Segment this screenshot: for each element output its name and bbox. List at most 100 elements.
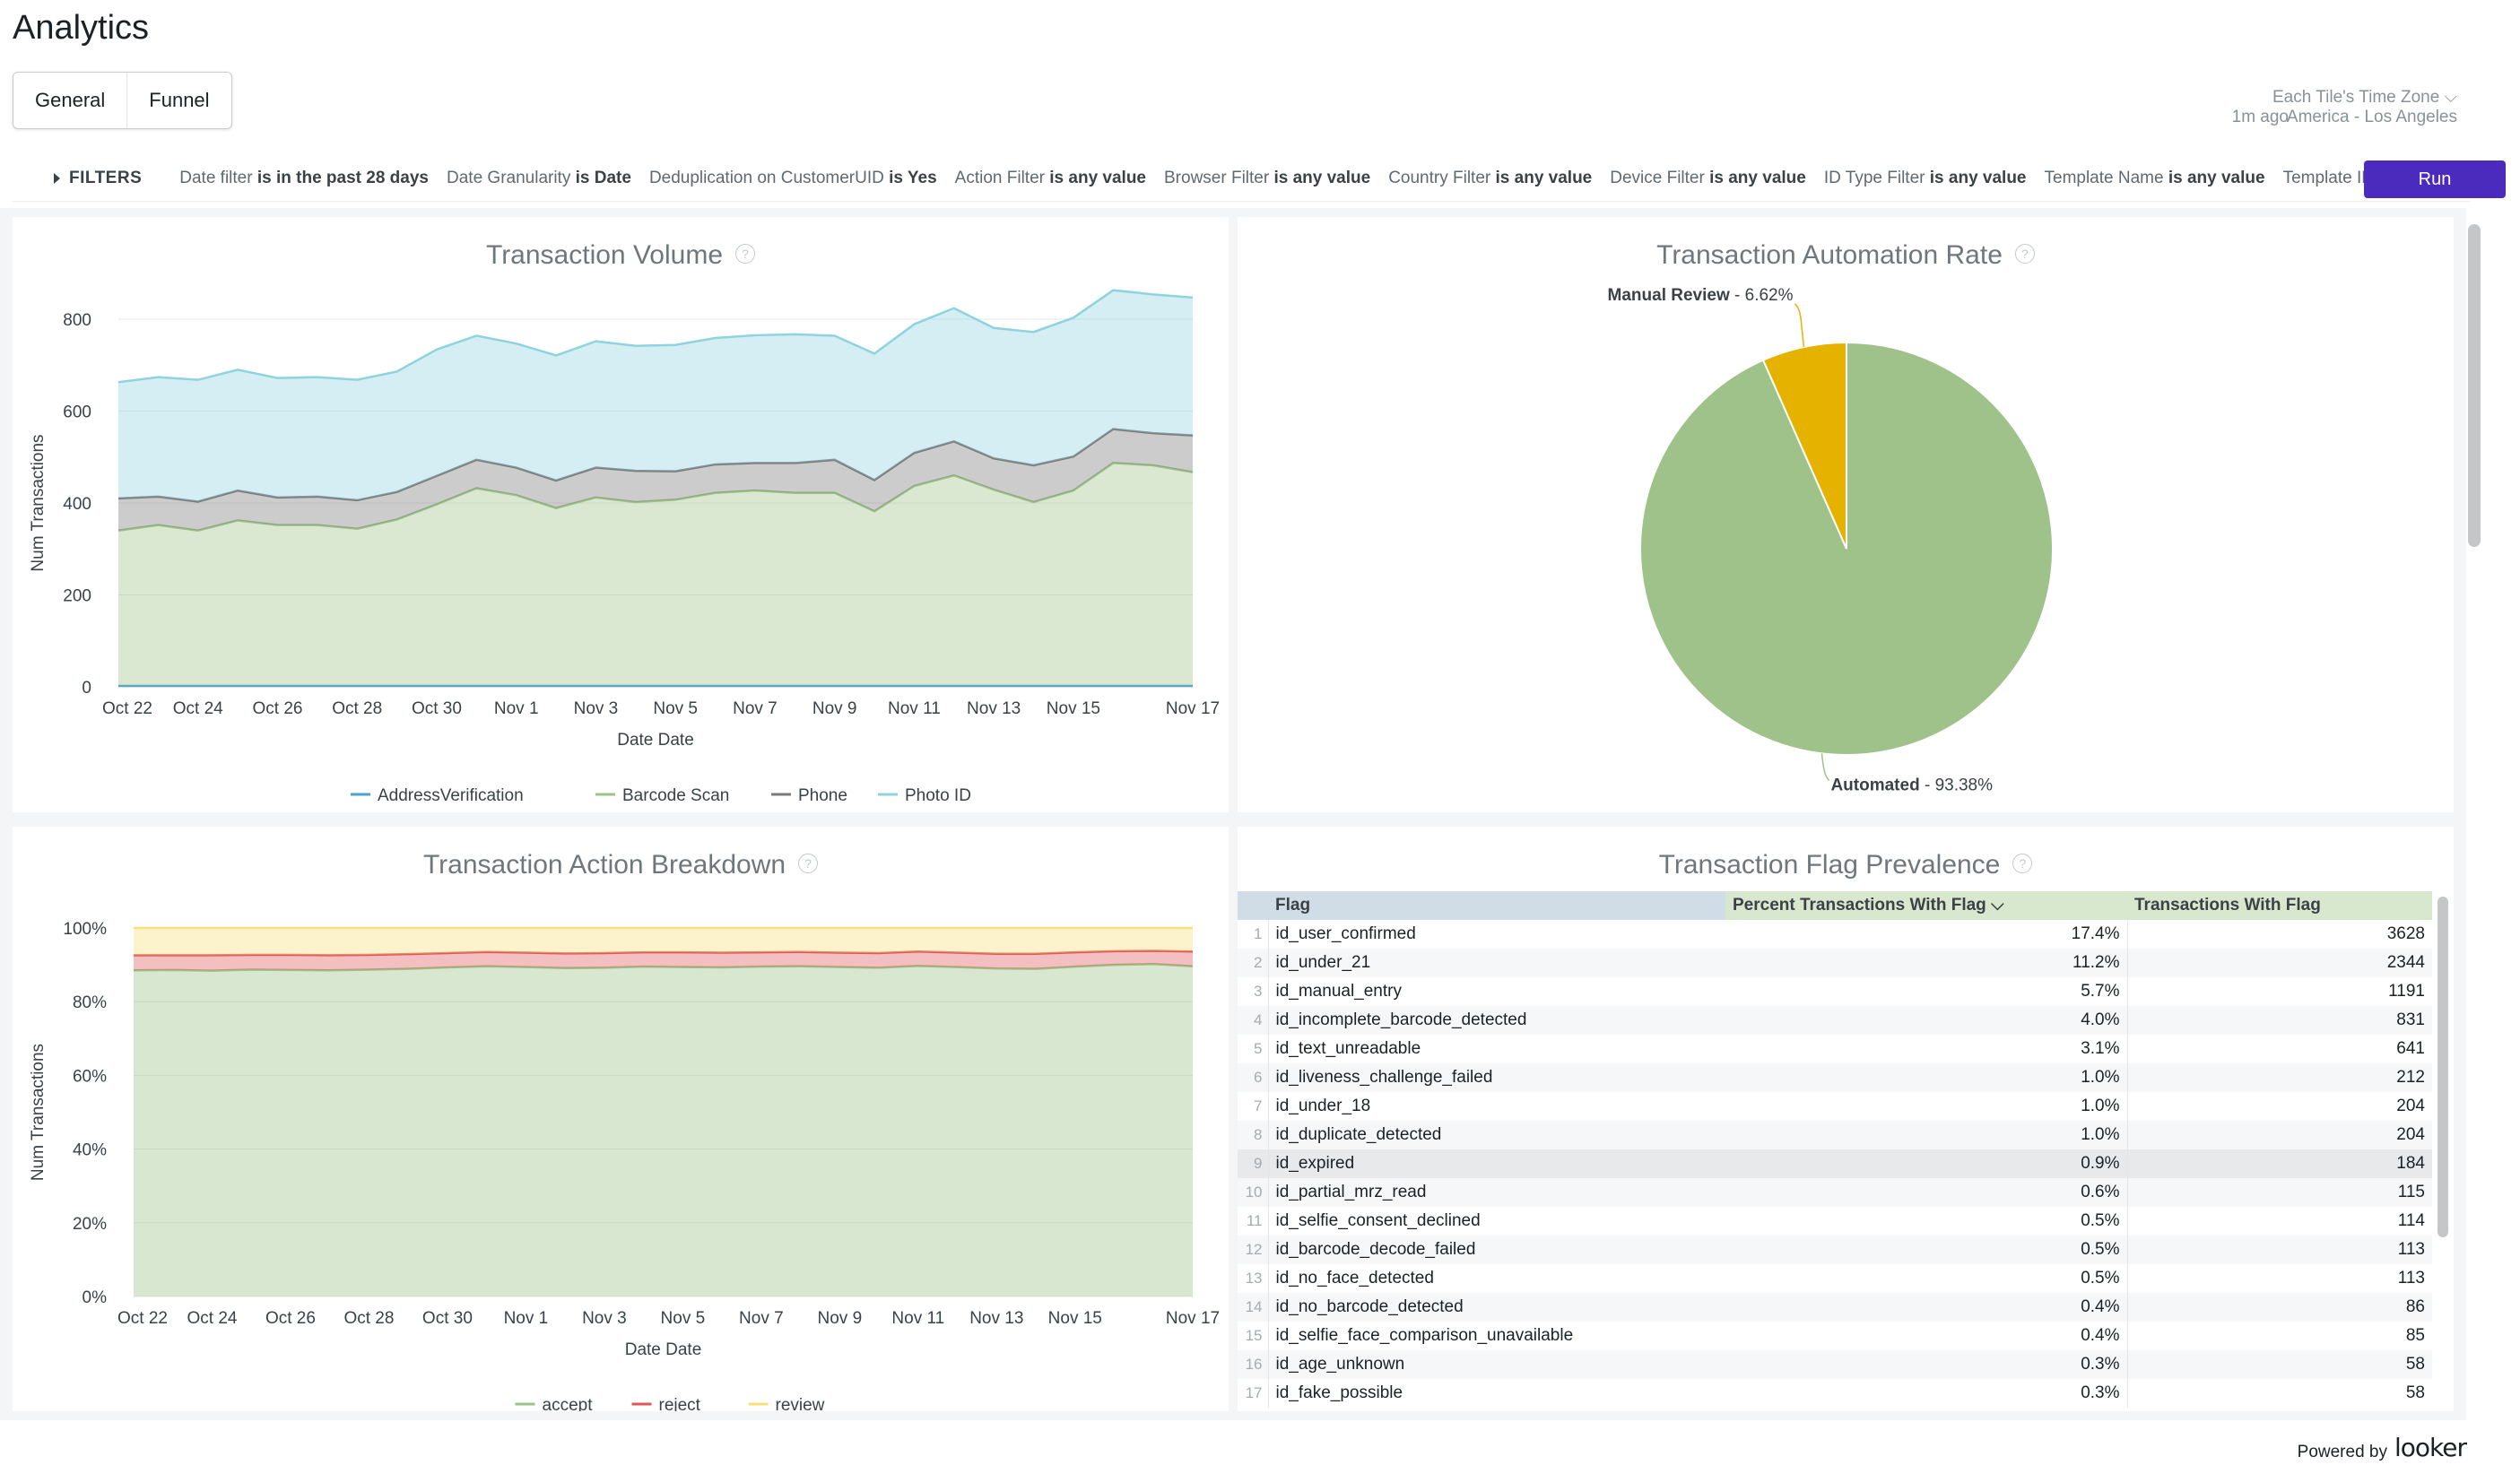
automation-rate-pie: Manual Review - 6.62% Automated - 93.38% — [1608, 286, 2054, 794]
percent-cell: 4.0% — [1725, 1006, 2128, 1035]
filter-item[interactable]: Date filter is in the past 28 days — [179, 169, 429, 188]
filter-items: Date filter is in the past 28 days Date G… — [179, 169, 2374, 188]
table-row[interactable]: 4 id_incomplete_barcode_detected 4.0% 831 — [1238, 1006, 2432, 1035]
tile-title: Transaction Volume? — [13, 240, 1229, 271]
count-cell: 85 — [2405, 1326, 2425, 1345]
count-cell: 113 — [2397, 1269, 2425, 1288]
count-cell: 204 — [2127, 1121, 2432, 1149]
area-phone — [118, 429, 1193, 531]
table-row[interactable]: 10 id_partial_mrz_read 0.6% 115 — [1238, 1178, 2432, 1207]
row-index: 11 — [1238, 1207, 1269, 1236]
table-row[interactable]: 9 id_expired 0.9% 184 — [1238, 1149, 2432, 1178]
column-header-percent[interactable]: Percent Transactions With Flag ⌵ — [1725, 891, 2127, 920]
filter-name: Browser Filter — [1164, 169, 1270, 187]
tab-general[interactable]: General — [35, 89, 106, 111]
tile-title: Transaction Flag Prevalence? — [1238, 850, 2454, 880]
x-axis-label: Date Date — [625, 1340, 702, 1359]
filter-value: is Date — [575, 169, 631, 187]
percent-cell: 0.6% — [1725, 1178, 2128, 1207]
table-row[interactable]: 12 id_barcode_decode_failed 0.5% 113 — [1238, 1236, 2432, 1264]
table-row[interactable]: 2 id_under_21 11.2% 2344 — [1238, 949, 2432, 977]
help-icon[interactable]: ? — [735, 244, 756, 264]
legend-item[interactable]: Barcode Scan — [595, 786, 729, 805]
help-icon[interactable]: ? — [2014, 244, 2035, 264]
y-tick-label: 800 — [63, 311, 91, 330]
percent-cell: 17.4% — [1725, 920, 2128, 949]
x-tick-label: Nov 13 — [967, 699, 1021, 718]
legend-item[interactable]: review — [748, 1396, 825, 1415]
filter-item[interactable]: Template Name is any value — [2045, 169, 2265, 188]
x-tick-label: Oct 24 — [187, 1309, 237, 1328]
filters-toggle-label: FILTERS — [69, 169, 143, 187]
table-row[interactable]: 13 id_no_face_detected 0.5% 113 — [1238, 1264, 2432, 1293]
tile-title: Transaction Action Breakdown? — [13, 850, 1229, 880]
percent-cell: 3.1% — [1725, 1035, 2128, 1063]
filter-value: is any value — [1049, 169, 1146, 187]
y-tick-label: 20% — [73, 1215, 107, 1234]
table-row[interactable]: 11 id_selfie_consent_declined 0.5% 114 — [1238, 1207, 2432, 1236]
filter-item[interactable]: Deduplication on CustomerUID is Yes — [649, 169, 937, 188]
table-row[interactable]: 5 id_text_unreadable 3.1% 641 — [1238, 1035, 2432, 1063]
table-row[interactable]: 3 id_manual_entry 5.7% 1191 — [1238, 977, 2432, 1006]
timezone-selector[interactable]: Each Tile's Time Zone ⌵ America - Los An… — [2232, 88, 2457, 127]
table-row[interactable]: 16 id_age_unknown 0.3% 58 — [1238, 1350, 2432, 1379]
filter-item[interactable]: Action Filter is any value — [955, 169, 1146, 188]
timezone-label: Each Tile's Time Zone — [2272, 88, 2440, 107]
x-tick-label: Oct 30 — [412, 699, 462, 718]
filter-item[interactable]: Template ID — [2283, 169, 2374, 188]
filter-item[interactable]: Browser Filter is any value — [1164, 169, 1370, 188]
filter-name: ID Type Filter — [1823, 169, 1925, 187]
pie-leader-line — [1820, 753, 1830, 781]
filter-item[interactable]: Date Granularity is Date — [447, 169, 631, 188]
table-row[interactable]: 6 id_liveness_challenge_failed 1.0% 212 — [1238, 1063, 2432, 1092]
flag-cell: id_expired — [1268, 1149, 1725, 1178]
percent-cell: 0.9% — [1725, 1149, 2128, 1178]
legend-item[interactable]: Phone — [771, 786, 847, 805]
row-index: 10 — [1238, 1178, 1269, 1207]
legend-item[interactable]: Photo ID — [878, 786, 971, 805]
column-header-flag[interactable]: Flag — [1268, 891, 1725, 920]
filter-item[interactable]: Country Filter is any value — [1388, 169, 1592, 188]
count-cell: 831 — [2127, 1006, 2432, 1035]
filter-value: is any value — [1929, 169, 2027, 187]
filter-name: Date filter — [179, 169, 253, 187]
x-tick-label: Oct 26 — [252, 699, 302, 718]
powered-by-label: Powered by — [2297, 1443, 2387, 1461]
run-button[interactable]: Run — [2364, 160, 2506, 198]
x-tick-label: Nov 3 — [582, 1309, 627, 1328]
column-header-count[interactable]: Transactions With Flag — [2127, 891, 2432, 920]
help-icon[interactable]: ? — [798, 854, 819, 874]
filter-item[interactable]: Device Filter is any value — [1610, 169, 1806, 188]
count-cell: 114 — [2397, 1211, 2425, 1230]
line-reject — [134, 949, 1194, 957]
count-cell: 204 — [2396, 1097, 2425, 1115]
action-breakdown-chart: 0% 20% 40% 60% 80% 100% Oct 22 Oct 24 Oct 26 Oct … — [29, 920, 1220, 1415]
row-index: 7 — [1238, 1092, 1269, 1121]
table-row[interactable]: 14 id_no_barcode_detected 0.4% 86 — [1238, 1293, 2432, 1322]
table-row[interactable]: 8 id_duplicate_detected 1.0% 204 — [1238, 1121, 2432, 1149]
dashboard-scrollbar[interactable] — [2468, 224, 2481, 547]
tile-title: Transaction Automation Rate? — [1238, 240, 2454, 271]
table-row[interactable]: 17 id_fake_possible 0.3% 58 — [1238, 1379, 2432, 1408]
row-index: 15 — [1238, 1322, 1269, 1350]
table-row[interactable]: 1 id_user_confirmed 17.4% 3628 — [1238, 920, 2432, 949]
legend-item[interactable]: accept — [515, 1396, 594, 1415]
filter-item[interactable]: ID Type Filter is any value — [1824, 169, 2027, 188]
tab-funnel[interactable]: Funnel — [126, 73, 230, 128]
x-tick-label: Oct 22 — [102, 699, 152, 718]
filters-toggle[interactable]: FILTERS — [54, 169, 142, 188]
percent-cell: 1.0% — [1725, 1092, 2128, 1121]
looker-logo[interactable]: looker — [2394, 1433, 2467, 1462]
row-index: 2 — [1238, 949, 1269, 977]
column-header-index — [1238, 891, 1268, 920]
help-icon[interactable]: ? — [2012, 854, 2033, 874]
legend-item[interactable]: AddressVerification — [351, 786, 524, 805]
legend-item[interactable]: reject — [631, 1396, 701, 1415]
table-row[interactable]: 15 id_selfie_face_comparison_unavailable 0… — [1238, 1322, 2432, 1350]
count-cell: 2344 — [2127, 949, 2432, 977]
table-row[interactable]: 7 id_under_18 1.0% 204 — [1238, 1092, 2432, 1121]
percent-cell: 0.4% — [1725, 1293, 2128, 1322]
filter-value: is any value — [1273, 169, 1371, 187]
table-scrollbar[interactable] — [2437, 897, 2448, 1237]
flag-cell: id_incomplete_barcode_detected — [1268, 1006, 1725, 1035]
